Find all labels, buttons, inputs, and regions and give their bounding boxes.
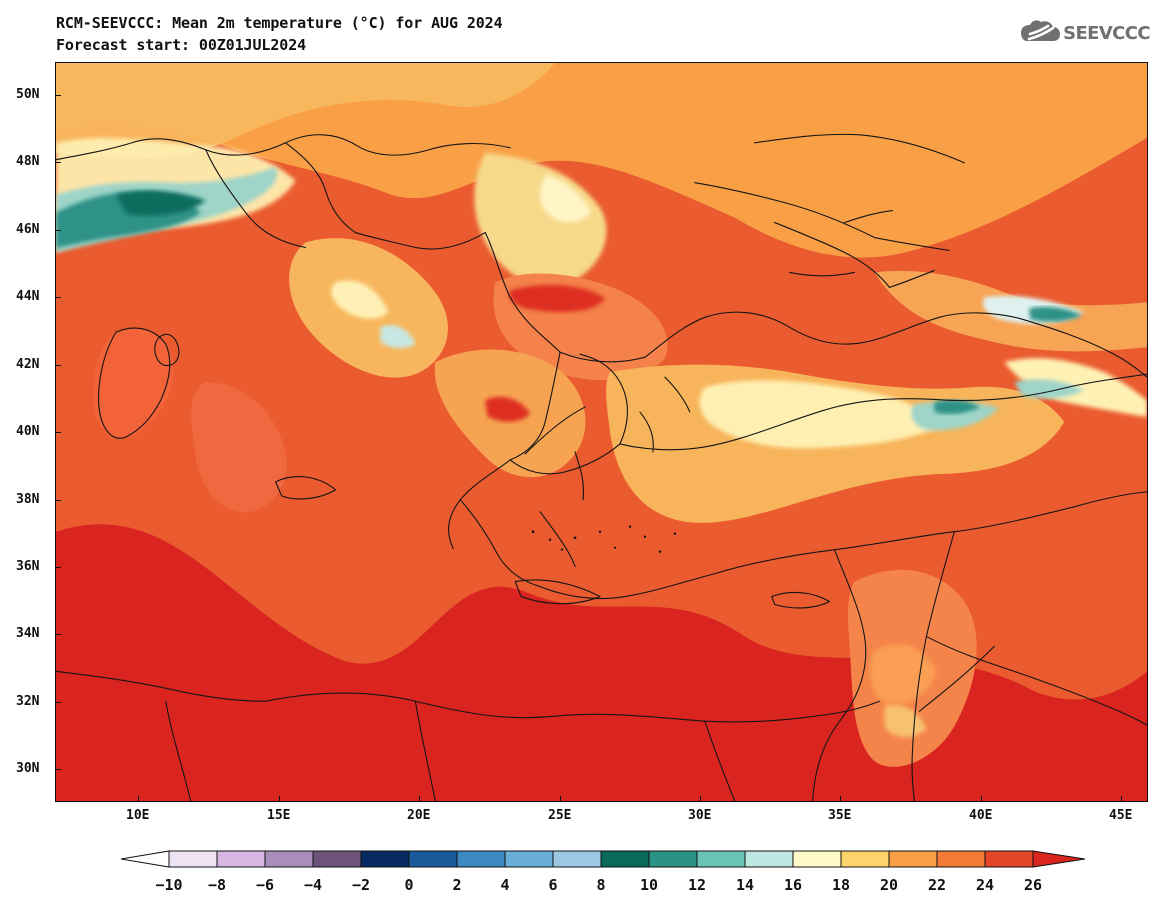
colorbar-label-10: 10 <box>639 876 659 894</box>
forecast-start-label: Forecast start: 00Z01JUL2024 <box>56 36 307 54</box>
island-dots <box>531 525 677 553</box>
lon-tick-15e <box>279 796 280 802</box>
lon-label-35e: 35E <box>828 808 852 823</box>
lat-tick-44n <box>55 297 61 298</box>
temperature-colorbar <box>121 850 1085 868</box>
lat-tick-36n <box>55 567 61 568</box>
colorbar-segment-14 <box>792 850 842 868</box>
colorbar-segment-4 <box>312 850 362 868</box>
lon-tick-40e <box>981 796 982 802</box>
lon-label-40e: 40E <box>969 808 993 823</box>
colorbar-label-18: 18 <box>831 876 851 894</box>
colorbar-segment-16 <box>888 850 938 868</box>
logo-text: SEEVCCC <box>1063 22 1151 44</box>
lon-label-10e: 10E <box>126 808 150 823</box>
lat-label-48n: 48N <box>16 154 40 169</box>
temperature-map-canvas <box>56 63 1147 801</box>
lat-label-38n: 38N <box>16 492 40 507</box>
lat-tick-42n <box>55 365 61 366</box>
lat-label-40n: 40N <box>16 424 40 439</box>
lon-tick-35e <box>840 796 841 802</box>
colorbar-segment-3 <box>264 850 314 868</box>
lon-label-30e: 30E <box>688 808 712 823</box>
seevccc-logo: SEEVCCC <box>1019 19 1151 47</box>
lat-label-46n: 46N <box>16 222 40 237</box>
lat-tick-50n <box>55 95 61 96</box>
lon-tick-45e <box>1121 796 1122 802</box>
colorbar-label-26: 26 <box>1023 876 1043 894</box>
lon-tick-10e <box>138 796 139 802</box>
colorbar-label-16: 16 <box>783 876 803 894</box>
colorbar-high-triangle <box>1032 850 1085 868</box>
lat-tick-34n <box>55 634 61 635</box>
colorbar-label-neg4: −4 <box>303 876 323 894</box>
lat-tick-46n <box>55 230 61 231</box>
lat-tick-48n <box>55 162 61 163</box>
colorbar-label-6: 6 <box>548 876 558 894</box>
colorbar-label-24: 24 <box>975 876 995 894</box>
lon-tick-30e <box>700 796 701 802</box>
colorbar-label-neg10: −10 <box>155 876 183 894</box>
colorbar-segment-5 <box>360 850 410 868</box>
lon-tick-25e <box>560 796 561 802</box>
cloud-logo-icon <box>1021 20 1061 41</box>
colorbar-segment-9 <box>552 850 602 868</box>
lat-label-44n: 44N <box>16 289 40 304</box>
colorbar-label-4: 4 <box>500 876 510 894</box>
lat-label-36n: 36N <box>16 559 40 574</box>
colorbar-label-12: 12 <box>687 876 707 894</box>
colorbar-label-neg8: −8 <box>207 876 227 894</box>
colorbar-segment-10 <box>600 850 650 868</box>
lat-label-42n: 42N <box>16 357 40 372</box>
lat-tick-32n <box>55 702 61 703</box>
colorbar-low-triangle <box>121 850 170 868</box>
colorbar-label-2: 2 <box>452 876 462 894</box>
colorbar-segment-6 <box>408 850 458 868</box>
colorbar-segment-8 <box>504 850 554 868</box>
colorbar-segment-7 <box>456 850 506 868</box>
colorbar-segment-1 <box>168 850 218 868</box>
map-title: RCM-SEEVCCC: Mean 2m temperature (°C) fo… <box>56 14 503 32</box>
colorbar-label-22: 22 <box>927 876 947 894</box>
lat-tick-30n <box>55 769 61 770</box>
lon-tick-20e <box>419 796 420 802</box>
lon-label-15e: 15E <box>267 808 291 823</box>
lat-label-30n: 30N <box>16 761 40 776</box>
colorbar-segment-17 <box>936 850 986 868</box>
colorbar-segment-18 <box>984 850 1034 868</box>
temperature-map <box>55 62 1148 802</box>
lon-label-45e: 45E <box>1109 808 1133 823</box>
lat-label-34n: 34N <box>16 626 40 641</box>
colorbar-label-14: 14 <box>735 876 755 894</box>
colorbar-label-8: 8 <box>596 876 606 894</box>
country-borders <box>56 133 1147 801</box>
colorbar-label-0: 0 <box>404 876 414 894</box>
colorbar-label-20: 20 <box>879 876 899 894</box>
colorbar-segment-15 <box>840 850 890 868</box>
colorbar-segment-12 <box>696 850 746 868</box>
lon-label-20e: 20E <box>407 808 431 823</box>
colorbar-segment-13 <box>744 850 794 868</box>
lon-label-25e: 25E <box>548 808 572 823</box>
lat-label-32n: 32N <box>16 694 40 709</box>
colorbar-segment-11 <box>648 850 698 868</box>
colorbar-label-neg2: −2 <box>351 876 371 894</box>
colorbar-segment-2 <box>216 850 266 868</box>
colorbar-label-neg6: −6 <box>255 876 275 894</box>
lat-label-50n: 50N <box>16 87 40 102</box>
lat-tick-38n <box>55 500 61 501</box>
lat-tick-40n <box>55 432 61 433</box>
